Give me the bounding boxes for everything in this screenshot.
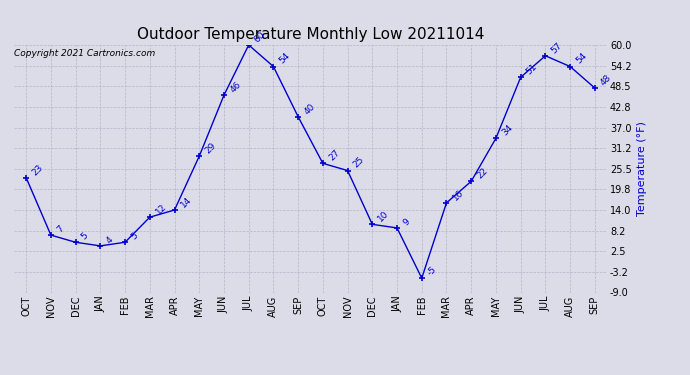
Text: Copyright 2021 Cartronics.com: Copyright 2021 Cartronics.com: [14, 49, 155, 58]
Text: 12: 12: [154, 202, 168, 216]
Text: 54: 54: [574, 51, 589, 66]
Text: 51: 51: [525, 62, 540, 76]
Text: 22: 22: [475, 166, 490, 180]
Text: 48: 48: [599, 73, 613, 87]
Text: 5: 5: [80, 231, 90, 242]
Text: 25: 25: [352, 155, 366, 170]
Text: 9: 9: [401, 217, 412, 227]
Text: 23: 23: [30, 162, 45, 177]
Text: 29: 29: [204, 141, 218, 155]
Text: 54: 54: [277, 51, 292, 66]
Text: 40: 40: [302, 102, 317, 116]
Text: 4: 4: [104, 235, 115, 245]
Y-axis label: Temperature (°F): Temperature (°F): [638, 122, 647, 216]
Text: 46: 46: [228, 80, 243, 94]
Text: 5: 5: [129, 231, 139, 242]
Text: 16: 16: [451, 188, 465, 202]
Text: 10: 10: [377, 209, 391, 224]
Text: 34: 34: [500, 123, 515, 138]
Text: 60: 60: [253, 30, 267, 44]
Text: 57: 57: [549, 40, 564, 55]
Text: 14: 14: [179, 195, 193, 209]
Title: Outdoor Temperature Monthly Low 20211014: Outdoor Temperature Monthly Low 20211014: [137, 27, 484, 42]
Text: 27: 27: [327, 148, 342, 163]
Text: 7: 7: [55, 224, 66, 234]
Text: -5: -5: [426, 265, 439, 278]
